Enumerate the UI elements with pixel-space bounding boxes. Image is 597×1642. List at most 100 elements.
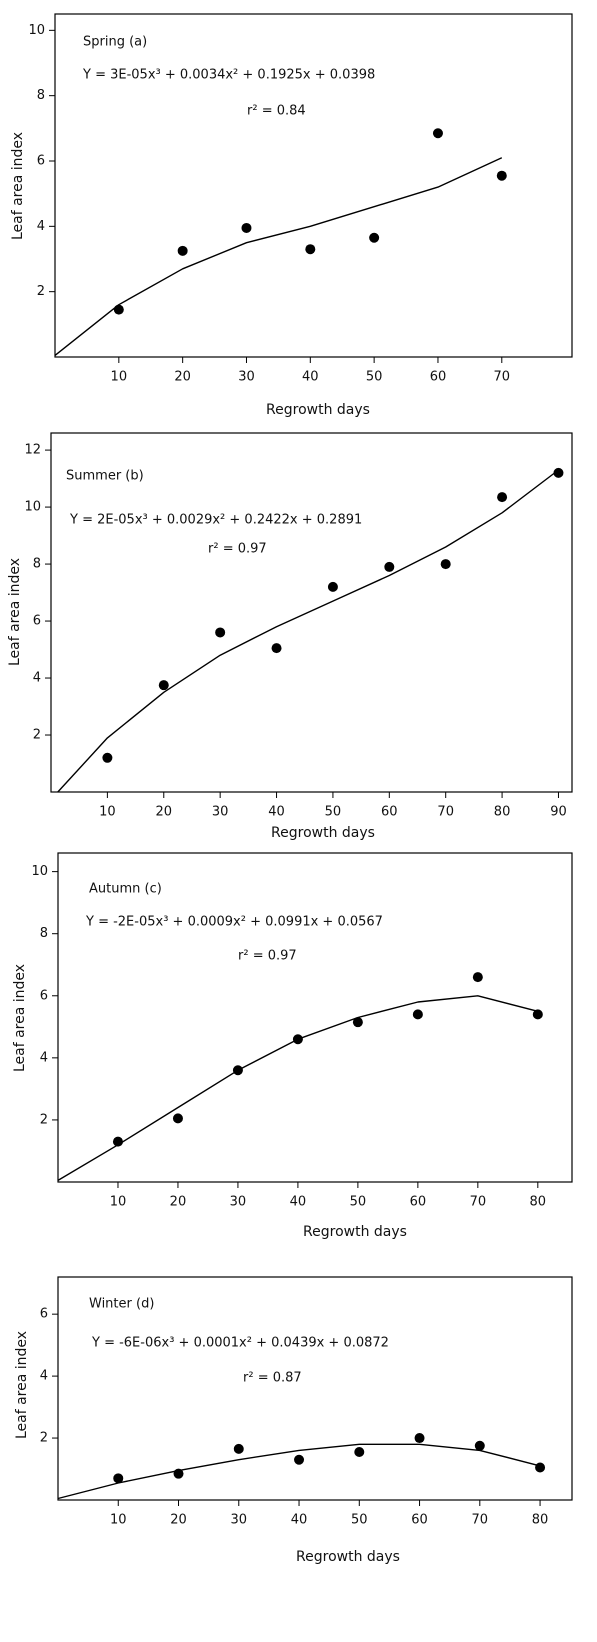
r-squared: r² = 0.97	[238, 949, 297, 964]
data-point	[173, 1468, 184, 1479]
panel-title: Winter (d)	[89, 1297, 154, 1312]
x-tick-label: 30	[231, 1513, 248, 1528]
data-point	[432, 128, 443, 139]
x-tick-label: 40	[291, 1513, 308, 1528]
x-tick-label: 20	[174, 370, 191, 385]
y-tick-label: 10	[28, 23, 45, 38]
data-point	[532, 1009, 543, 1020]
data-point	[112, 1136, 123, 1147]
fit-curve	[57, 469, 559, 793]
x-tick-label: 50	[351, 1513, 368, 1528]
y-tick-label: 6	[37, 154, 45, 169]
data-point	[172, 1113, 183, 1124]
data-point	[414, 1433, 425, 1444]
y-tick-label: 8	[40, 926, 48, 941]
plot-frame	[54, 13, 573, 358]
y-tick-label: 8	[37, 88, 45, 103]
x-tick-label: 10	[111, 370, 128, 385]
x-tick-label: 70	[470, 1195, 487, 1210]
y-axis-label: Leaf area index	[12, 964, 28, 1072]
x-axis-label: Regrowth days	[303, 1224, 407, 1240]
data-point	[102, 752, 113, 763]
y-tick-label: 4	[40, 1369, 48, 1384]
y-tick-label: 6	[40, 1307, 48, 1322]
x-tick-label: 70	[494, 370, 511, 385]
x-tick-label: 10	[110, 1195, 127, 1210]
y-tick-label: 10	[24, 500, 41, 515]
equation: Y = -6E-06x³ + 0.0001x² + 0.0439x + 0.08…	[91, 1336, 389, 1351]
x-tick-label: 30	[212, 805, 229, 820]
y-tick-label: 12	[24, 443, 41, 458]
y-tick-label: 8	[33, 557, 41, 572]
data-point	[352, 1017, 363, 1028]
x-tick-label: 70	[472, 1513, 489, 1528]
x-tick-label: 30	[230, 1195, 247, 1210]
fit-curve	[54, 157, 503, 356]
data-point	[474, 1440, 485, 1451]
x-tick-label: 50	[325, 805, 342, 820]
fit-curve	[57, 1443, 541, 1500]
x-tick-label: 60	[411, 1513, 428, 1528]
x-axis-label: Regrowth days	[271, 825, 375, 841]
r-squared: r² = 0.87	[243, 1371, 302, 1386]
equation: Y = 3E-05x³ + 0.0034x² + 0.1925x + 0.039…	[82, 68, 375, 83]
x-tick-label: 80	[532, 1513, 549, 1528]
data-point	[496, 170, 507, 181]
data-point	[271, 643, 282, 654]
data-point	[113, 304, 124, 315]
plot-frame	[57, 852, 573, 1183]
data-point	[305, 244, 316, 255]
x-tick-label: 90	[550, 805, 567, 820]
x-tick-label: 80	[494, 805, 511, 820]
data-point	[232, 1065, 243, 1076]
equation: Y = 2E-05x³ + 0.0029x² + 0.2422x + 0.289…	[69, 513, 362, 528]
x-tick-label: 10	[110, 1513, 127, 1528]
y-axis-label: Leaf area index	[10, 132, 26, 240]
x-tick-label: 60	[410, 1195, 427, 1210]
y-tick-label: 2	[37, 284, 45, 299]
panel-title: Summer (b)	[66, 469, 144, 484]
x-tick-label: 30	[238, 370, 255, 385]
y-tick-label: 4	[37, 219, 45, 234]
x-tick-label: 40	[302, 370, 319, 385]
y-tick-label: 10	[31, 864, 48, 879]
x-tick-label: 40	[268, 805, 285, 820]
x-axis-label: Regrowth days	[266, 402, 370, 418]
x-tick-label: 60	[430, 370, 447, 385]
data-point	[553, 467, 564, 478]
x-tick-label: 20	[155, 805, 172, 820]
data-point	[354, 1446, 365, 1457]
y-tick-label: 4	[40, 1050, 48, 1065]
data-point	[215, 627, 226, 638]
plot-frame	[50, 432, 573, 793]
r-squared: r² = 0.84	[247, 104, 306, 119]
data-point	[369, 232, 380, 243]
fit-curve	[57, 995, 538, 1182]
data-point	[241, 222, 252, 233]
panel-title: Autumn (c)	[89, 882, 162, 897]
panel-title: Spring (a)	[83, 35, 147, 50]
x-tick-label: 20	[170, 1195, 187, 1210]
data-point	[497, 492, 508, 503]
equation: Y = -2E-05x³ + 0.0009x² + 0.0991x + 0.05…	[85, 915, 383, 930]
y-tick-label: 2	[33, 728, 41, 743]
x-tick-label: 80	[530, 1195, 547, 1210]
r-squared: r² = 0.97	[208, 542, 267, 557]
x-tick-label: 60	[381, 805, 398, 820]
x-tick-label: 10	[99, 805, 116, 820]
data-point	[233, 1443, 244, 1454]
data-point	[113, 1473, 124, 1484]
x-tick-label: 50	[366, 370, 383, 385]
x-axis-label: Regrowth days	[296, 1549, 400, 1565]
data-point	[294, 1454, 305, 1465]
y-tick-label: 2	[40, 1112, 48, 1127]
plot-frame	[57, 1276, 573, 1501]
x-tick-label: 70	[437, 805, 454, 820]
x-tick-label: 50	[350, 1195, 367, 1210]
y-tick-label: 6	[33, 614, 41, 629]
x-tick-label: 40	[290, 1195, 307, 1210]
data-point	[177, 245, 188, 256]
x-tick-label: 20	[170, 1513, 187, 1528]
data-point	[440, 559, 451, 570]
